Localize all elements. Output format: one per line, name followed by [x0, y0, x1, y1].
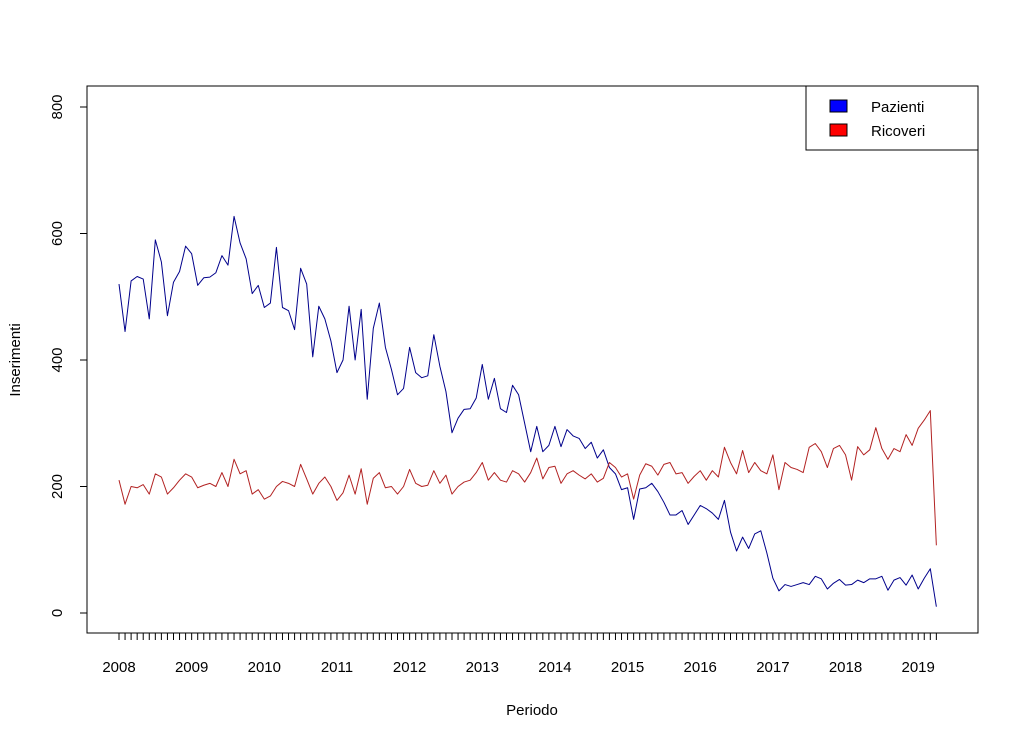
- x-tick-label: 2015: [611, 659, 644, 676]
- y-axis-title: Inserimenti: [7, 323, 24, 396]
- legend: Pazienti Ricoveri: [805, 85, 979, 151]
- x-tick-label: 2014: [538, 659, 571, 676]
- x-tick-label: 2017: [756, 659, 789, 676]
- x-tick-label: 2019: [902, 659, 935, 676]
- y-tick-label: 600: [49, 221, 66, 246]
- x-tick-label: 2011: [321, 659, 353, 676]
- legend-box: [805, 85, 979, 151]
- plot-frame: [86, 85, 979, 634]
- x-tick-label: 2008: [102, 659, 135, 676]
- x-tick-label: 2016: [684, 659, 717, 676]
- x-tick-label: 2018: [829, 659, 862, 676]
- x-tick-label: 2012: [393, 659, 426, 676]
- y-axis: 0 200 400 600 800: [49, 94, 88, 617]
- series-layer: [118, 215, 937, 607]
- legend-label-pazienti: Pazienti: [871, 99, 924, 116]
- x-axis: 2008 2009 2010 2011 2012 2013 2014 2015 2016 2017…: [102, 632, 937, 676]
- x-axis-title: Periodo: [506, 702, 558, 719]
- y-tick-label: 800: [49, 94, 66, 119]
- x-tick-label: 2010: [248, 659, 281, 676]
- legend-swatch-pazienti: [829, 99, 848, 113]
- y-tick-label: 400: [49, 347, 66, 372]
- x-tick-label: 2009: [175, 659, 208, 676]
- x-tick-label: 2013: [466, 659, 499, 676]
- series-line-ricoveri: [118, 410, 937, 546]
- y-tick-label: 0: [49, 609, 66, 617]
- legend-label-ricoveri: Ricoveri: [871, 123, 925, 140]
- legend-swatch-ricoveri: [829, 123, 848, 137]
- y-tick-label: 200: [49, 474, 66, 499]
- series-line-pazienti: [118, 215, 937, 607]
